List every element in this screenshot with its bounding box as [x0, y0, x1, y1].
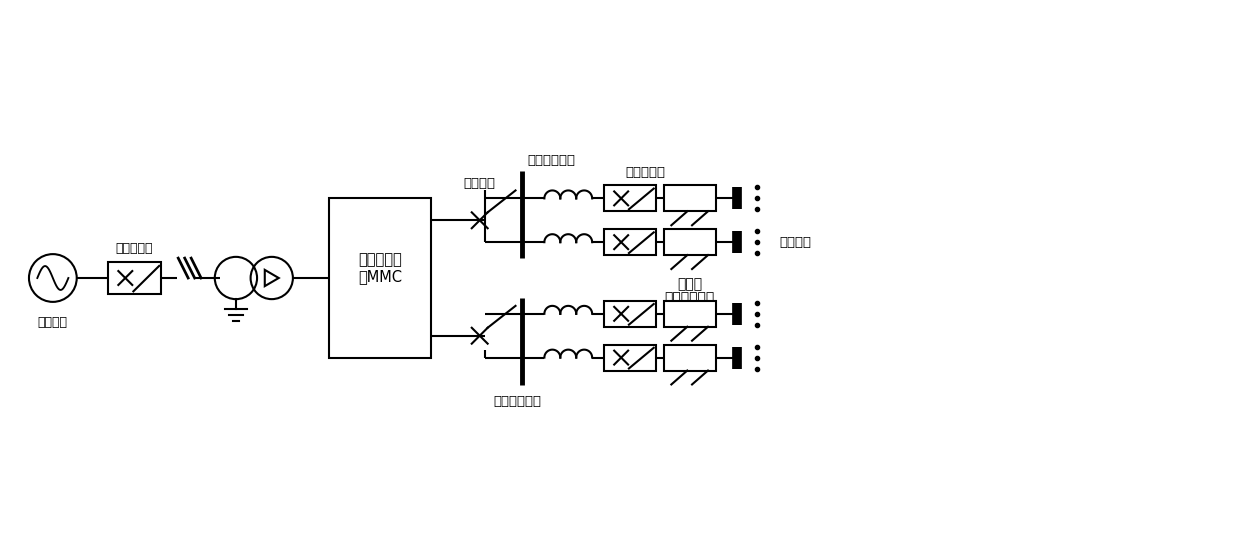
Bar [663, 345, 715, 370]
Text: 交流断路器: 交流断路器 [115, 242, 154, 255]
Text: 机械开关: 机械开关 [464, 177, 496, 191]
Bar [108, 262, 161, 294]
Text: 半桥子模块
型MMC: 半桥子模块 型MMC [358, 252, 402, 284]
Bar [330, 198, 432, 358]
Bar [604, 345, 656, 370]
Text: 直流线路: 直流线路 [779, 236, 811, 249]
Bar [604, 186, 656, 211]
Text: 正极直流母线: 正极直流母线 [527, 153, 575, 167]
Text: 交流系统: 交流系统 [38, 316, 68, 329]
Bar [663, 301, 715, 327]
Bar [604, 301, 656, 327]
Bar [663, 229, 715, 255]
Text: 直流断路器: 直流断路器 [625, 166, 665, 180]
Text: 电阻型: 电阻型 [677, 277, 702, 291]
Bar [604, 229, 656, 255]
Text: 负极直流母线: 负极直流母线 [494, 395, 542, 409]
Bar [663, 186, 715, 211]
Text: 超导限流装置: 超导限流装置 [665, 291, 714, 305]
